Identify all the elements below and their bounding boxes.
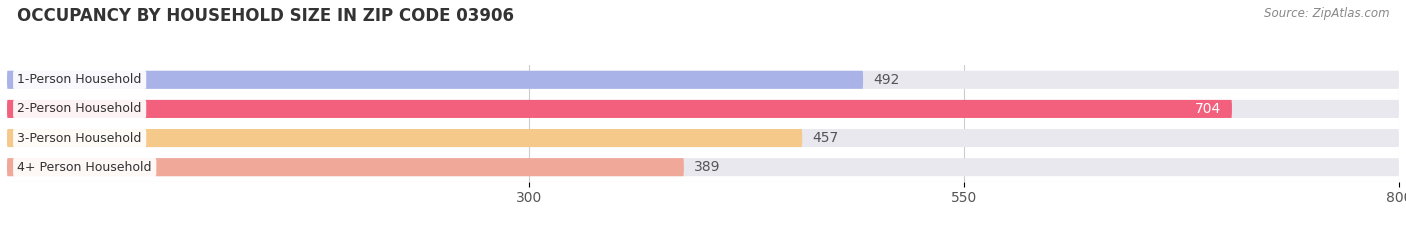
Text: Source: ZipAtlas.com: Source: ZipAtlas.com [1264, 7, 1389, 20]
Text: 4+ Person Household: 4+ Person Household [17, 161, 152, 174]
FancyBboxPatch shape [7, 71, 1399, 89]
FancyBboxPatch shape [7, 158, 683, 176]
FancyBboxPatch shape [7, 129, 1399, 147]
Text: 3-Person Household: 3-Person Household [17, 132, 142, 144]
Text: 2-Person Household: 2-Person Household [17, 103, 142, 115]
Text: 704: 704 [1195, 102, 1222, 116]
FancyBboxPatch shape [7, 158, 1399, 176]
Text: 457: 457 [813, 131, 839, 145]
FancyBboxPatch shape [7, 100, 1232, 118]
FancyBboxPatch shape [7, 100, 1399, 118]
Text: OCCUPANCY BY HOUSEHOLD SIZE IN ZIP CODE 03906: OCCUPANCY BY HOUSEHOLD SIZE IN ZIP CODE … [17, 7, 513, 25]
Text: 492: 492 [873, 73, 900, 87]
Text: 1-Person Household: 1-Person Household [17, 73, 142, 86]
FancyBboxPatch shape [7, 71, 863, 89]
FancyBboxPatch shape [7, 129, 803, 147]
Text: 389: 389 [695, 160, 721, 174]
